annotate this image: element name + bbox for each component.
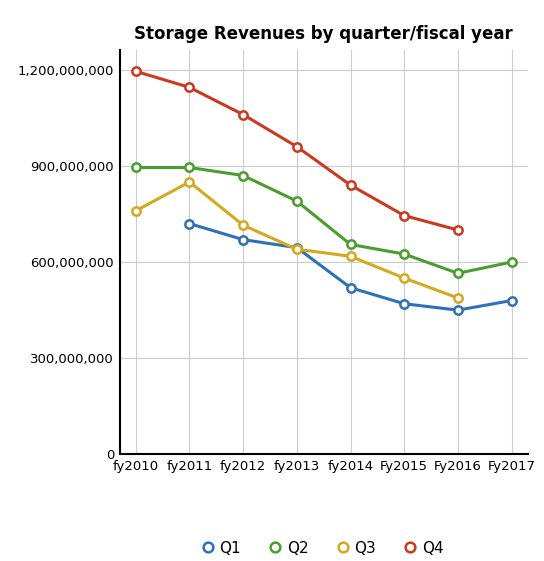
Title: Storage Revenues by quarter/fiscal year: Storage Revenues by quarter/fiscal year: [134, 25, 513, 43]
Legend: Q1, Q2, Q3, Q4: Q1, Q2, Q3, Q4: [204, 541, 443, 556]
